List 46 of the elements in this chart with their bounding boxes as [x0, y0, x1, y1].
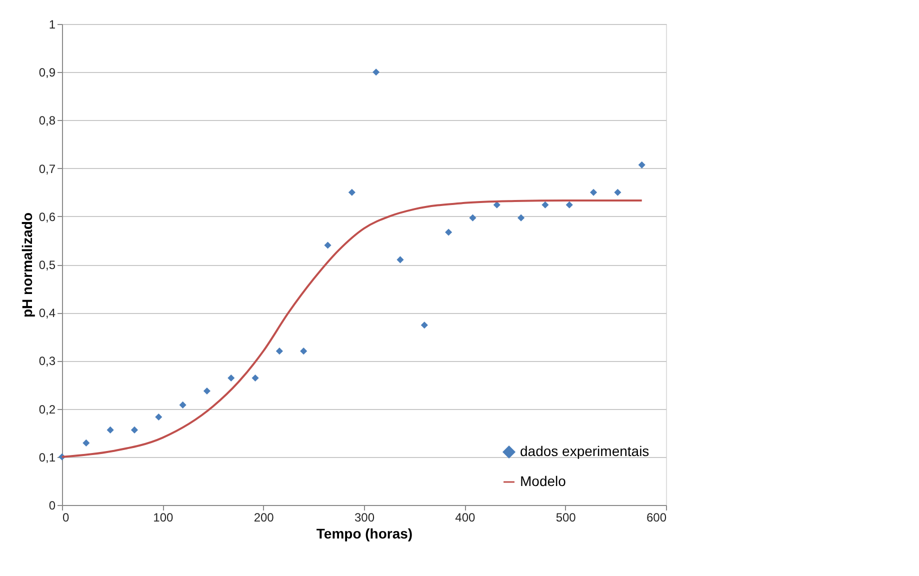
y-tick-label: 0,5: [38, 258, 56, 272]
x-tick-label: 100: [153, 510, 174, 524]
point: [106, 426, 114, 434]
point: [542, 201, 549, 208]
point: [566, 201, 573, 208]
point: [372, 68, 380, 76]
x-tick-label: 600: [646, 510, 667, 524]
x-axis-title: Tempo (horas): [316, 526, 413, 542]
x-tick-label: 0: [62, 510, 70, 524]
point: [445, 228, 452, 236]
point: [518, 214, 525, 222]
legend-label: dados experimentais: [520, 443, 650, 459]
x-tick-label: 400: [455, 510, 476, 524]
point: [493, 201, 500, 208]
x-tick-label: 300: [354, 510, 375, 524]
y-tick-label: 0,4: [38, 306, 56, 320]
point: [324, 242, 332, 249]
y-tick-label: 0,6: [38, 210, 56, 224]
y-tick-label: 0,9: [38, 66, 56, 80]
y-tick-label: 0,7: [38, 162, 56, 176]
point: [348, 188, 356, 196]
point: [82, 439, 90, 446]
point: [130, 426, 138, 434]
point: [155, 413, 162, 421]
point: [638, 161, 646, 168]
y-tick-label: 0,2: [38, 402, 56, 416]
y-tick-label: 1: [48, 18, 56, 32]
y-axis-title: pH normalizado: [18, 212, 35, 318]
x-tick-label: 500: [556, 510, 576, 524]
point: [179, 401, 186, 408]
point: [252, 374, 259, 382]
point: [590, 188, 598, 196]
point: [300, 348, 308, 355]
point: [228, 374, 235, 382]
x-tick-label: 200: [254, 510, 274, 524]
point: [396, 256, 404, 264]
y-tick-label: 0,1: [38, 450, 56, 464]
y-tick-label: 0: [48, 498, 56, 512]
point: [614, 188, 622, 196]
y-tick-label: 0,8: [38, 114, 56, 128]
point: [420, 322, 428, 329]
legend-label: Modelo: [520, 473, 566, 489]
y-tick-label: 0,3: [38, 354, 56, 368]
point: [276, 348, 283, 355]
point: [203, 387, 210, 395]
point: [469, 214, 476, 222]
